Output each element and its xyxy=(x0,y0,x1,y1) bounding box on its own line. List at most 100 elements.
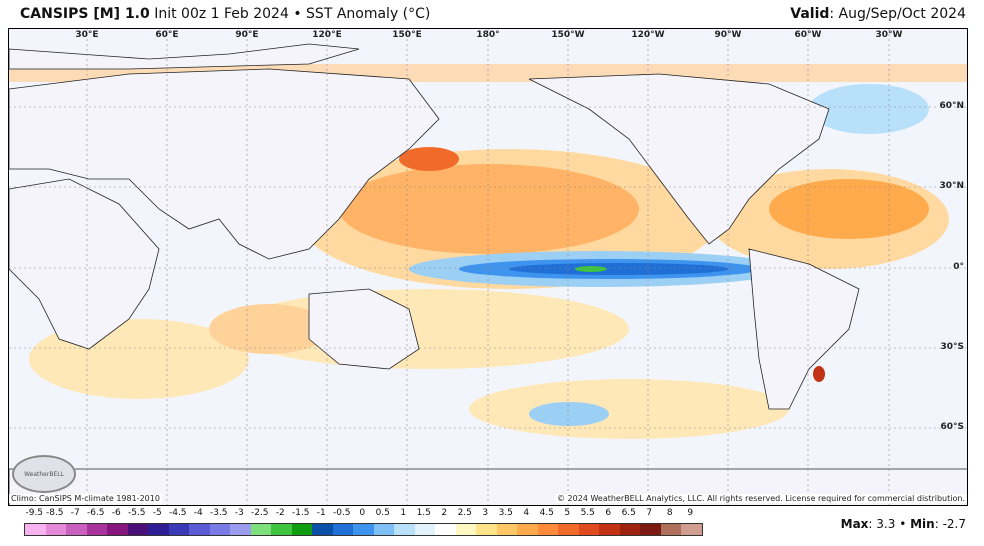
colorbar-label: 2.5 xyxy=(457,508,472,518)
colorbar-swatch xyxy=(127,524,148,535)
init-time: Init 00z 1 Feb 2024 xyxy=(154,6,289,22)
warm-anomaly-layer xyxy=(9,64,967,439)
lon-label: 150°E xyxy=(392,30,422,40)
colorbar-swatch xyxy=(168,524,189,535)
colorbar-label: 2 xyxy=(441,508,448,518)
min-label: Min xyxy=(910,517,935,531)
colorbar-label: 1.5 xyxy=(416,508,431,518)
land-south-america xyxy=(748,248,860,410)
cool-anomaly-southern-pacific xyxy=(529,402,609,426)
warm-anomaly-south-atlantic xyxy=(813,366,825,382)
lon-label: 180° xyxy=(476,30,500,40)
lon-label: 120°E xyxy=(312,30,342,40)
colorbar-swatch xyxy=(332,524,353,535)
lon-label: 90°W xyxy=(714,30,742,40)
colorbar-swatch xyxy=(209,524,230,535)
colorbar-swatch xyxy=(148,524,169,535)
copyright-note: © 2024 WeatherBELL Analytics, LLC. All r… xyxy=(555,494,967,503)
colorbar-swatch xyxy=(373,524,394,535)
colorbar-label: -9.5 xyxy=(25,508,44,518)
colorbar-swatch xyxy=(558,524,579,535)
colorbar-label: -1 xyxy=(316,508,326,518)
lat-label: 0° xyxy=(953,262,964,272)
land-arctic-coast xyxy=(9,43,360,70)
valid-value: : Aug/Sep/Oct 2024 xyxy=(829,6,966,22)
lon-label: 30°W xyxy=(875,30,903,40)
land-layer xyxy=(9,43,967,505)
land-north-america xyxy=(528,73,830,245)
valid-period: Valid: Aug/Sep/Oct 2024 xyxy=(790,6,966,22)
colorbar-swatch xyxy=(414,524,435,535)
land-africa xyxy=(9,178,160,350)
colorbar-label: -2.5 xyxy=(250,508,269,518)
colorbar-swatch xyxy=(394,524,415,535)
colorbar-swatch xyxy=(496,524,517,535)
colorbar-label: 4.5 xyxy=(539,508,554,518)
climo-note: Climo: CanSIPS M-climate 1981-2010 xyxy=(9,494,162,503)
land-eurasia xyxy=(9,68,440,260)
colorbar-label: -0.5 xyxy=(332,508,351,518)
title-separator: • xyxy=(293,6,302,22)
colorbar-label: 0 xyxy=(359,508,366,518)
colorbar-swatch xyxy=(476,524,497,535)
colorbar-swatch xyxy=(578,524,599,535)
graticule xyxy=(9,29,967,505)
lon-label: 90°E xyxy=(235,30,259,40)
warm-anomaly-north-atlantic-core xyxy=(769,179,929,239)
lon-label: 120°W xyxy=(631,30,665,40)
colorbar-swatch xyxy=(455,524,476,535)
weatherbell-logo: WeatherBELL xyxy=(12,455,76,493)
colorbar-label: -3 xyxy=(234,508,244,518)
colorbar-swatch xyxy=(517,524,538,535)
colorbar-swatch xyxy=(312,524,333,535)
colorbar-swatch xyxy=(435,524,456,535)
colorbar-label: 9 xyxy=(687,508,694,518)
lat-label: 60°N xyxy=(939,101,964,111)
colorbar-label: 8 xyxy=(666,508,673,518)
logo-text: WeatherBELL xyxy=(24,470,64,478)
colorbar-label: -5.5 xyxy=(127,508,146,518)
colorbar-labels: -9.5 -8.5 -7 -6.5 -6 -5.5 -5 -4.5 -4 -3.5 -3 -2.5 -2… xyxy=(24,508,700,522)
colorbar-swatch xyxy=(230,524,251,535)
colorbar-swatch xyxy=(681,524,702,535)
colorbar-label: 3 xyxy=(482,508,489,518)
colorbar-swatch xyxy=(45,524,66,535)
colorbar-label: 7 xyxy=(646,508,653,518)
cool-anomaly-core xyxy=(509,263,729,275)
warm-anomaly-maritime-continent xyxy=(209,304,329,354)
colorbar-swatch xyxy=(66,524,87,535)
colorbar-label: -7 xyxy=(70,508,80,518)
colorbar-label: 0.5 xyxy=(375,508,390,518)
colorbar-label: -4.5 xyxy=(168,508,187,518)
colorbar-label: 6.5 xyxy=(621,508,636,518)
colorbar-label: 4 xyxy=(523,508,530,518)
field-name: SST Anomaly (°C) xyxy=(306,6,431,22)
colorbar-label: -3.5 xyxy=(209,508,228,518)
lon-label: 150°W xyxy=(551,30,585,40)
min-value: : -2.7 xyxy=(934,517,966,531)
max-value: : 3.3 xyxy=(868,517,896,531)
colorbar-label: 5 xyxy=(564,508,571,518)
colorbar-swatch xyxy=(660,524,681,535)
lat-label: 30°N xyxy=(939,181,964,191)
model-name: CANSIPS [M] 1.0 xyxy=(20,6,150,22)
chart-title: CANSIPS [M] 1.0 Init 00z 1 Feb 2024 • SS… xyxy=(20,6,430,22)
land-australia xyxy=(308,288,420,370)
max-label: Max xyxy=(840,517,869,531)
warm-anomaly-north-pacific-core xyxy=(339,164,639,254)
cool-anomaly-min xyxy=(575,266,607,272)
colorbar-label: 1 xyxy=(400,508,407,518)
colorbar-label: -1.5 xyxy=(291,508,310,518)
colorbar-label: -2 xyxy=(275,508,285,518)
colorbar-label: -4 xyxy=(193,508,203,518)
lon-label: 60°E xyxy=(155,30,179,40)
warm-anomaly-southern-ocean xyxy=(469,379,789,439)
colorbar-label: -5 xyxy=(152,508,162,518)
map-canvas xyxy=(9,29,967,505)
colorbar-label: 5.5 xyxy=(580,508,595,518)
colorbar-swatch xyxy=(353,524,374,535)
colorbar-swatch xyxy=(25,524,46,535)
lat-label: 60°S xyxy=(940,422,964,432)
lon-label: 60°W xyxy=(794,30,822,40)
colorbar-swatch xyxy=(599,524,620,535)
